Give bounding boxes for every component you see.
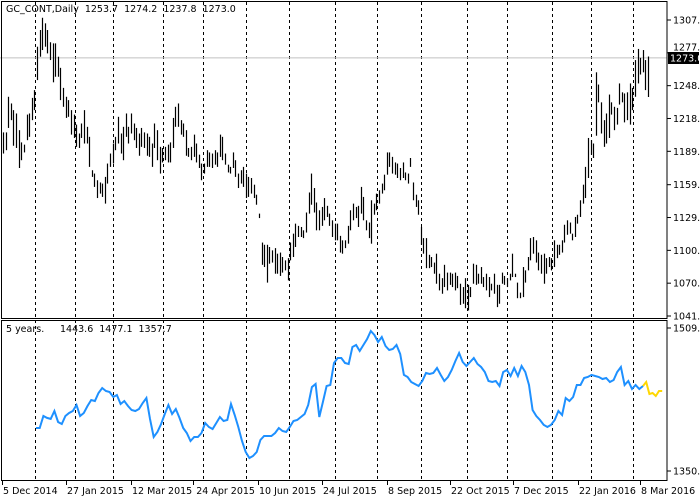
price-tick-label: 1041.0 — [673, 312, 700, 323]
indicator-panel-frame — [1, 320, 668, 481]
price-axis: 1307.0 1277.5 1248.0 1218.5 1189.0 1159.0 1129… — [667, 16, 700, 478]
date-tick-label: 24 Apr 2015 — [196, 486, 255, 497]
price-tick-label: 1189.0 — [673, 147, 700, 158]
price-tick-label: 1159.0 — [673, 180, 700, 191]
indicator-line-blue — [36, 329, 644, 460]
price-tick-label: 1248.0 — [673, 81, 700, 92]
low-value: 1237.8 — [163, 4, 196, 15]
price-tick-label: 1129.5 — [673, 213, 700, 224]
price-tick-label: 1070.5 — [673, 279, 700, 290]
indicator-header: 5 years. 1443.6 1477.1 1357.7 — [6, 324, 172, 335]
time-axis: 5 Dec 2014 27 Jan 2015 12 Mar 2015 24 Apr 2… — [2, 481, 695, 497]
close-value: 1273.0 — [203, 4, 236, 15]
price-tick-label: 1218.5 — [673, 114, 700, 125]
date-tick-label: 5 Dec 2014 — [3, 486, 58, 497]
indicator-value-1: 1443.6 — [60, 324, 93, 335]
date-tick-label: 22 Oct 2015 — [451, 486, 510, 497]
date-tick-label: 22 Jan 2016 — [579, 486, 636, 497]
date-tick-label: 8 Sep 2015 — [388, 486, 442, 497]
date-tick-label: 8 Mar 2016 — [641, 486, 695, 497]
price-tick-label: 1277.5 — [673, 43, 700, 54]
price-tick-label: 1307.0 — [673, 16, 700, 27]
symbol-title: GC_CONT,Daily — [6, 4, 79, 15]
date-tick-label: 12 Mar 2015 — [132, 486, 192, 497]
indicator-value-3: 1357.7 — [139, 324, 172, 335]
indicator-line-yellow — [642, 379, 663, 398]
main-header: GC_CONT,Daily 1253.7 1274.2 1237.8 1273.… — [6, 4, 236, 15]
date-tick-label: 10 Jun 2015 — [259, 486, 316, 497]
indicator-title: 5 years. — [6, 324, 44, 335]
indicator-tick-label: 1350.4 — [673, 467, 700, 478]
vertical-grid — [35, 2, 634, 480]
open-value: 1253.7 — [85, 4, 118, 15]
high-value: 1274.2 — [124, 4, 157, 15]
indicator-value-2: 1477.1 — [99, 324, 132, 335]
current-price-label: 1273.0 — [670, 54, 700, 65]
indicator-lines — [36, 329, 663, 460]
price-tick-label: 1100.0 — [673, 246, 700, 257]
date-tick-label: 7 Dec 2015 — [514, 486, 569, 497]
date-tick-label: 24 Jul 2015 — [323, 486, 377, 497]
indicator-tick-label: 1509.7 — [673, 324, 700, 335]
date-tick-label: 27 Jan 2015 — [67, 486, 124, 497]
current-price-label-bg — [668, 52, 699, 64]
main-panel-frame — [1, 1, 668, 319]
price-bars — [2, 17, 650, 311]
